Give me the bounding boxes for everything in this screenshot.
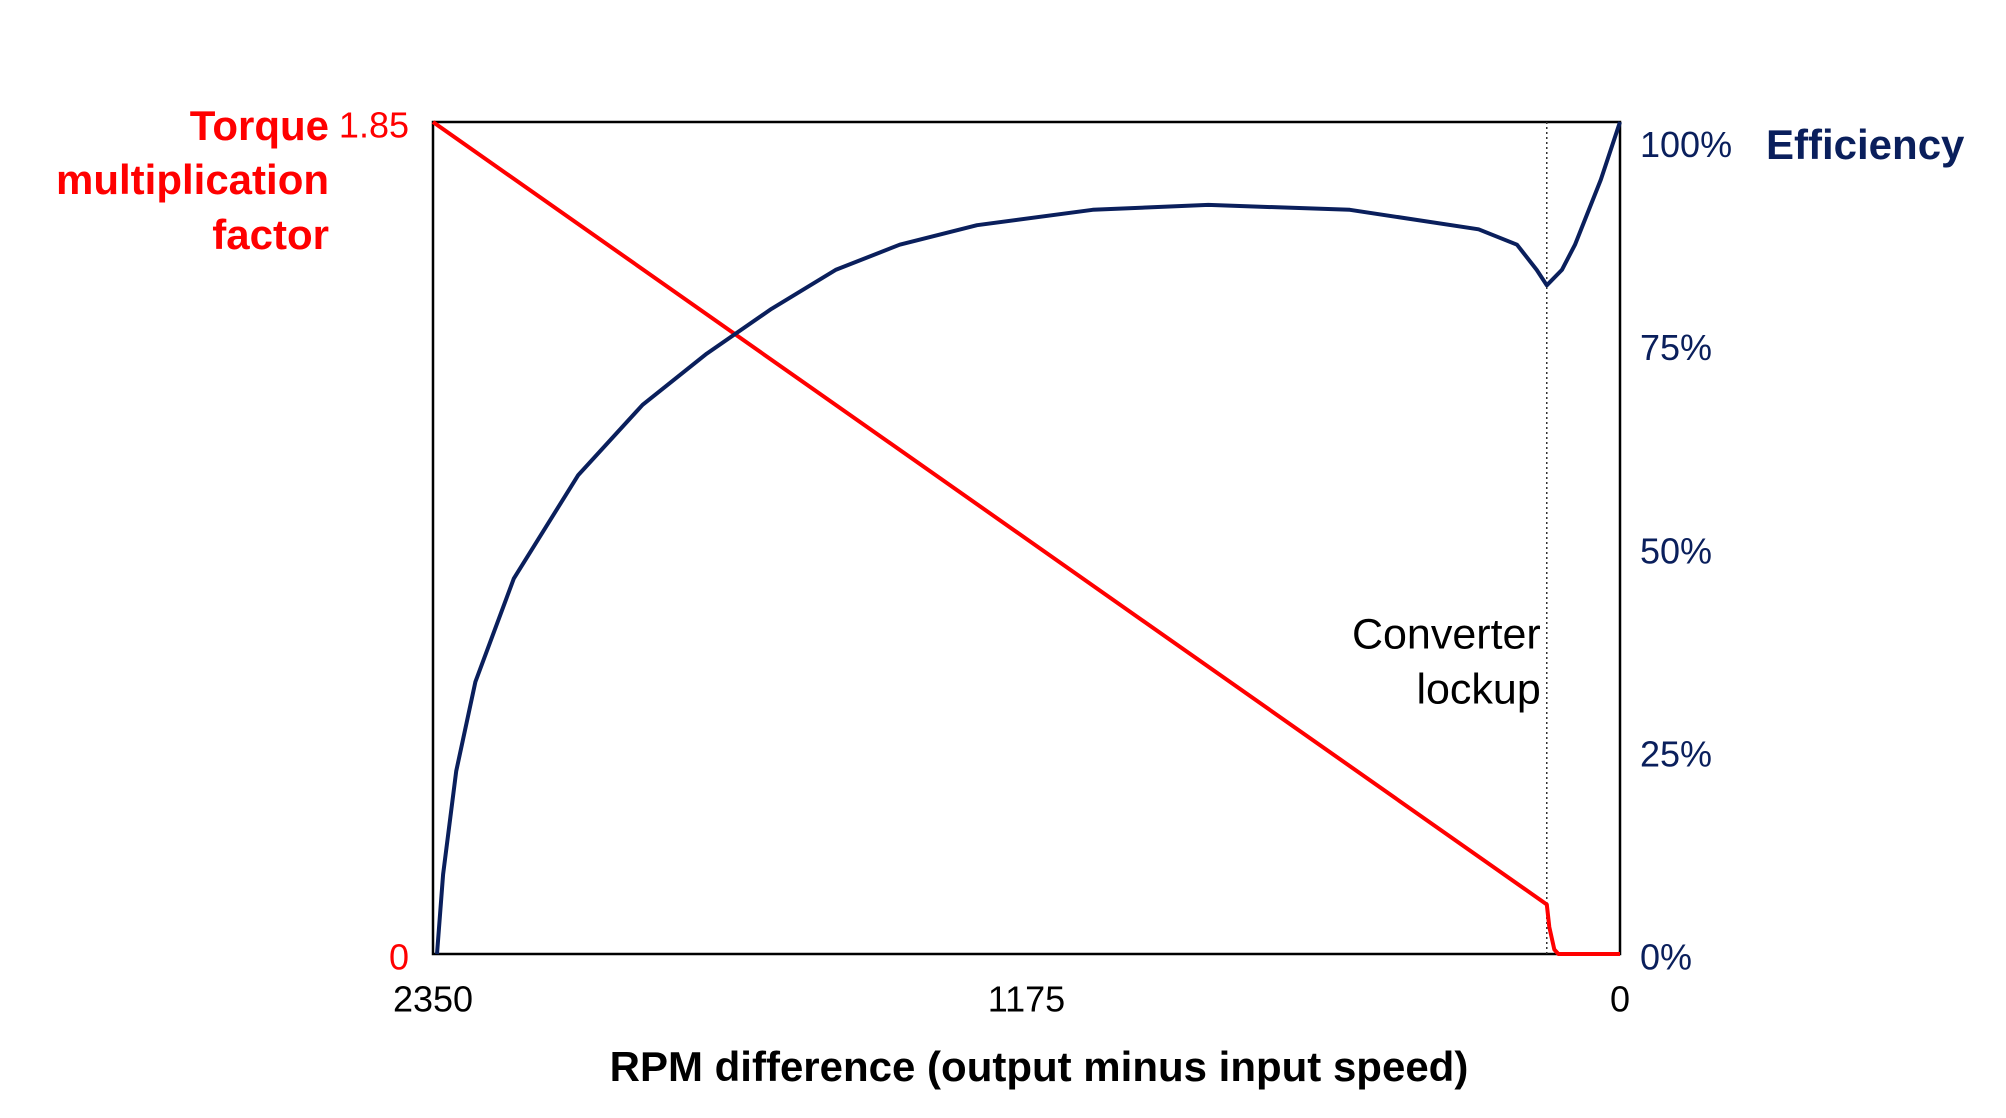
x-tick-label: 0: [1610, 979, 1630, 1020]
y2-tick-label: 0%: [1640, 937, 1692, 978]
y2-tick-label: 75%: [1640, 327, 1712, 368]
y-axis-label: multiplication: [56, 156, 329, 203]
y2-tick-label: 50%: [1640, 530, 1712, 571]
plot-frame: [431, 120, 1622, 956]
y2-tick-label: 25%: [1640, 733, 1712, 774]
series-line: [435, 121, 1622, 955]
x-tick-label: 2350: [393, 979, 473, 1020]
y2-axis-label: Efficiency: [1766, 121, 1965, 168]
x-axis-label: RPM difference (output minus input speed…: [610, 1043, 1469, 1090]
series-line: [431, 120, 1620, 956]
y2-tick-label: 100%: [1640, 124, 1732, 165]
y-tick-label: 0: [389, 937, 409, 978]
y-tick-label: 1.85: [339, 105, 409, 146]
y-axis-label: Torque: [190, 102, 329, 149]
x-tick-label: 1175: [988, 979, 1065, 1020]
annotation: Converter: [1352, 610, 1541, 658]
y-axis-label: factor: [212, 211, 329, 258]
annotation: lockup: [1416, 665, 1540, 713]
